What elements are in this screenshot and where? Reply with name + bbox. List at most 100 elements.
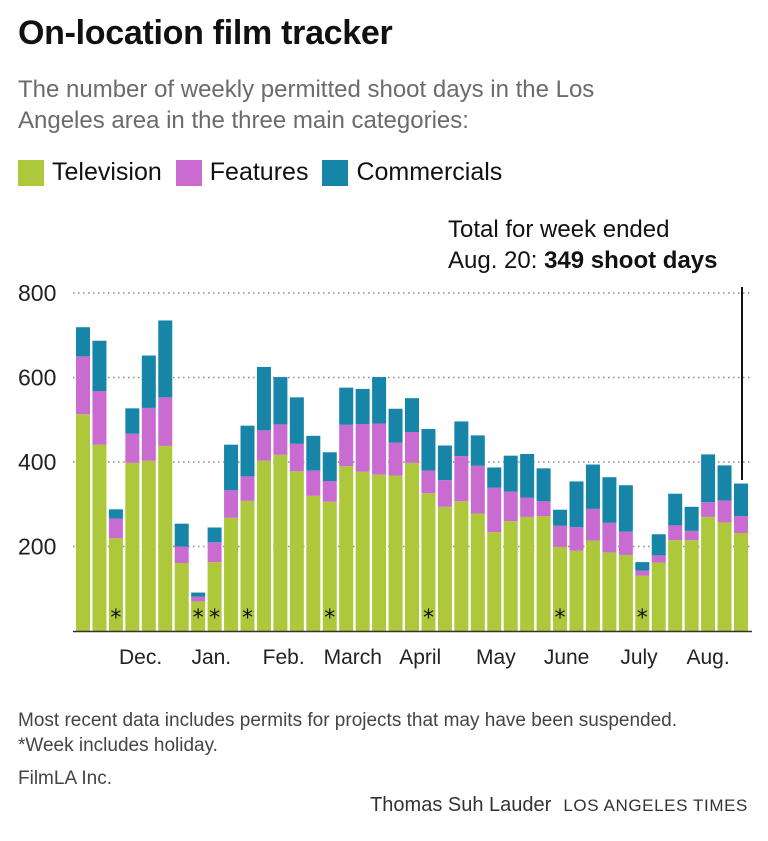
bar-commercials-week-26 <box>487 467 502 488</box>
bar-television-week-35 <box>635 575 650 631</box>
bar-commercials-week-18 <box>355 388 370 424</box>
holiday-marker-week-22: * <box>423 606 434 631</box>
bar-television-week-38 <box>684 540 699 631</box>
bar-commercials-week-36 <box>651 534 666 556</box>
x-tick-label-feb: Feb. <box>263 646 305 669</box>
bar-features-week-11 <box>240 476 255 501</box>
bar-television-week-41 <box>734 532 748 631</box>
legend-item-features: Features <box>175 158 309 187</box>
bar-commercials-week-40 <box>717 465 732 501</box>
stacked-bar-chart: Total for week ended Aug. 20: 349 shoot … <box>18 216 752 669</box>
bar-television-week-37 <box>668 540 683 631</box>
bar-commercials-week-4 <box>125 408 140 434</box>
byline: Thomas Suh Lauder LOS ANGELES TIMES <box>370 794 748 817</box>
bar-features-week-16 <box>322 481 337 502</box>
bar-television-week-21 <box>405 462 419 632</box>
holiday-marker-week-16: * <box>324 606 335 631</box>
bar-features-week-23 <box>437 480 452 507</box>
bar-features-week-40 <box>717 500 732 523</box>
bar-features-week-22 <box>421 470 436 494</box>
bar-television-week-29 <box>536 516 551 631</box>
bar-features-week-13 <box>273 424 288 455</box>
bar-commercials-week-2 <box>92 340 107 392</box>
bar-features-week-15 <box>306 470 321 496</box>
bar-features-week-5 <box>141 407 156 461</box>
bar-features-week-4 <box>125 433 140 463</box>
legend-label-features: Features <box>209 158 309 186</box>
x-tick-label-june: June <box>544 646 590 669</box>
y-tick-label-200: 200 <box>18 534 56 560</box>
bar-television-week-32 <box>585 540 600 631</box>
bar-commercials-week-30 <box>553 509 568 526</box>
bar-commercials-week-33 <box>602 477 617 523</box>
bar-commercials-week-27 <box>503 455 518 492</box>
x-tick-label-jan: Jan. <box>191 646 231 669</box>
bar-commercials-week-8 <box>191 592 206 597</box>
holiday-markers: * * * * * * * * <box>110 606 647 631</box>
bar-commercials-week-39 <box>701 454 716 503</box>
bar-commercials-week-5 <box>141 355 156 408</box>
bar-commercials-week-41 <box>734 483 748 517</box>
bar-commercials-week-15 <box>306 435 321 471</box>
bar-features-week-24 <box>454 456 469 502</box>
bar-commercials-week-10 <box>224 444 239 491</box>
bar-television-week-20 <box>388 475 403 631</box>
x-axis: Dec. Jan. Feb. March April May June July Aug. <box>73 630 752 669</box>
chart-subtitle: The number of weekly permitted shoot day… <box>18 76 595 134</box>
y-tick-label-600: 600 <box>18 365 56 391</box>
bar-television-week-17 <box>339 466 354 632</box>
bar-commercials-week-38 <box>684 506 699 531</box>
bar-television-week-31 <box>569 550 584 631</box>
bar-commercials-week-34 <box>618 485 633 532</box>
bar-television-week-19 <box>372 474 387 631</box>
bar-features-week-12 <box>256 430 271 461</box>
grid-layer: 200 400 600 800 <box>18 280 752 560</box>
bar-features-week-17 <box>339 424 354 467</box>
bar-features-week-26 <box>487 487 502 533</box>
bar-television-week-26 <box>487 532 502 631</box>
bar-commercials-week-25 <box>470 435 485 466</box>
bar-commercials-week-32 <box>585 464 600 509</box>
bar-television-week-16 <box>322 501 337 631</box>
bar-television-week-6 <box>158 445 173 631</box>
bar-features-week-10 <box>224 490 239 518</box>
bar-television-week-2 <box>92 444 107 631</box>
chart-title: On-location film tracker <box>18 14 393 52</box>
bar-commercials-week-9 <box>207 527 222 543</box>
source-credit: FilmLA Inc. <box>18 768 112 789</box>
x-tick-label-july: July <box>620 646 658 669</box>
bar-television-week-9 <box>207 562 222 631</box>
y-tick-label-800: 800 <box>18 280 56 306</box>
bar-features-week-18 <box>355 423 370 472</box>
bar-commercials-week-28 <box>520 453 535 498</box>
bar-commercials-week-21 <box>405 398 419 432</box>
bar-commercials-week-1 <box>76 327 90 357</box>
bar-television-week-24 <box>454 501 469 631</box>
bar-features-week-31 <box>569 527 584 551</box>
bar-features-week-19 <box>372 423 387 475</box>
bar-commercials-week-17 <box>339 387 354 425</box>
bar-television-week-7 <box>174 562 189 631</box>
bar-commercials-week-16 <box>322 452 337 482</box>
bar-commercials-week-19 <box>372 377 387 424</box>
holiday-marker-week-8: * <box>193 606 204 631</box>
bar-commercials-week-13 <box>273 377 288 425</box>
bar-television-week-18 <box>355 471 370 631</box>
bar-features-week-7 <box>174 546 189 563</box>
x-tick-label-march: March <box>324 646 382 669</box>
author-name: Thomas Suh Lauder <box>370 794 552 816</box>
bar-television-week-13 <box>273 454 288 631</box>
bar-features-week-36 <box>651 555 666 563</box>
bar-features-week-35 <box>635 570 650 576</box>
bar-commercials-week-29 <box>536 468 551 502</box>
bar-commercials-week-20 <box>388 408 403 443</box>
bar-television-week-3 <box>108 538 123 631</box>
bar-features-week-20 <box>388 442 403 476</box>
x-tick-label-aug: Aug. <box>686 646 729 669</box>
bar-commercials-week-7 <box>174 523 189 547</box>
bar-television-week-1 <box>76 414 90 631</box>
bar-commercials-week-35 <box>635 562 650 571</box>
bar-features-week-25 <box>470 465 485 514</box>
bar-features-week-1 <box>76 356 90 415</box>
bar-television-week-34 <box>618 554 633 631</box>
